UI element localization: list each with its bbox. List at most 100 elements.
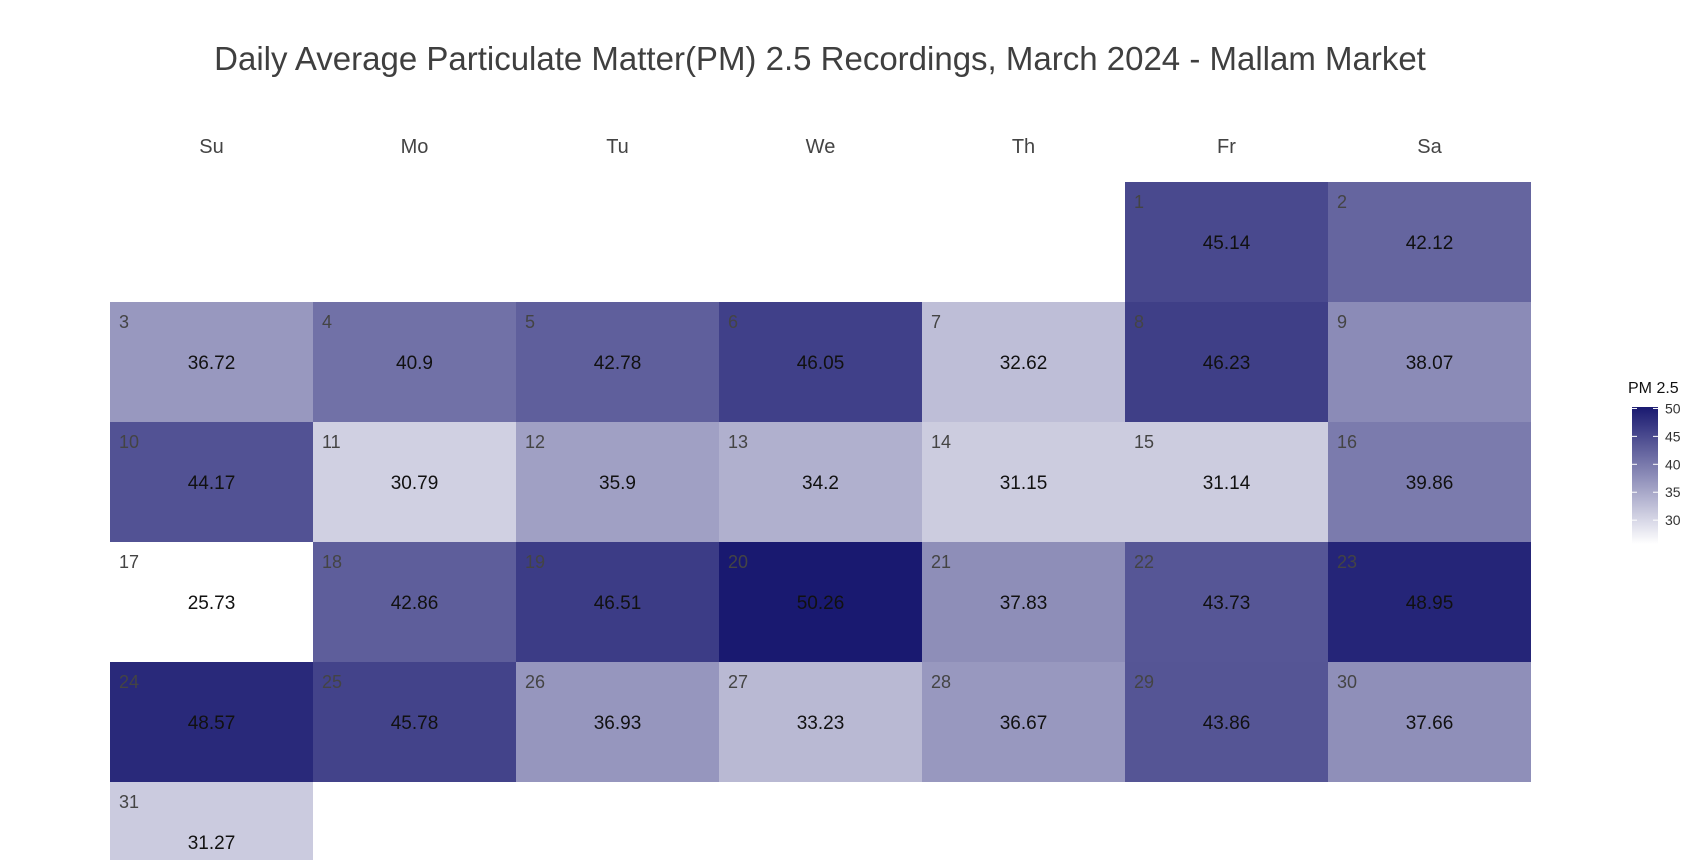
day-cell-fill [922,422,1125,542]
day-number: 12 [525,432,545,452]
day-cell-12: 12 35.9 [516,422,719,542]
day-cell-fill [110,422,313,542]
weekday-label-th: Th [1012,136,1035,158]
day-cell-5: 542.78 [516,302,719,422]
value-label: 46.51 [594,593,642,614]
day-cell-22: 22 43.73 [1125,542,1328,662]
day-number: 19 [525,552,545,572]
day-cell-7: 732.62 [922,302,1125,422]
day-number: 6 [728,312,738,332]
value-label: 31.27 [188,833,236,854]
day-cell-fill [516,422,719,542]
legend-title: PM 2.5 [1628,380,1679,397]
day-cell-17: 17 25.73 [110,542,313,662]
day-cell-fill [1125,302,1328,422]
weekday-label-sa: Sa [1417,136,1442,158]
day-cell-29: 29 43.86 [1125,662,1328,782]
day-cell-23: 23 48.95 [1328,542,1531,662]
day-cell-fill [516,662,719,782]
value-label: 42.12 [1406,233,1454,254]
value-label: 36.67 [1000,713,1048,734]
day-number: 2 [1337,192,1347,212]
day-cell-2: 242.12 [1328,182,1531,302]
day-cell-fill [1328,302,1531,422]
day-number: 17 [119,552,139,572]
day-number: 16 [1337,432,1357,452]
weekday-label-tu: Tu [606,136,629,158]
weekday-label-fr: Fr [1217,136,1236,158]
value-label: 34.2 [802,473,839,494]
day-cell-fill [313,302,516,422]
day-number: 30 [1337,672,1357,692]
day-cell-fill [110,542,313,662]
value-label: 42.86 [391,593,439,614]
day-cell-fill [1125,422,1328,542]
day-cell-27: 27 33.23 [719,662,922,782]
value-label: 46.05 [797,353,845,374]
value-label: 31.15 [1000,473,1048,494]
day-number: 18 [322,552,342,572]
day-number: 7 [931,312,941,332]
value-label: 48.57 [188,713,236,734]
value-label: 38.07 [1406,353,1454,374]
day-cell-3: 336.72 [110,302,313,422]
weekday-label-su: Su [199,136,223,158]
day-cell-fill [719,542,922,662]
value-label: 36.72 [188,353,236,374]
legend-tick-label: 30 [1665,512,1681,528]
value-label: 35.9 [599,473,636,494]
day-number: 11 [322,432,341,452]
day-cell-30: 30 37.66 [1328,662,1531,782]
day-cell-fill [1328,542,1531,662]
day-cell-fill [1125,182,1328,302]
value-label: 43.73 [1203,593,1251,614]
day-number: 4 [322,312,332,332]
day-cell-fill [516,302,719,422]
day-number: 26 [525,672,545,692]
chart-title: Daily Average Particulate Matter(PM) 2.5… [214,40,1426,77]
day-number: 15 [1134,432,1154,452]
value-label: 44.17 [188,473,236,494]
day-cell-fill [922,542,1125,662]
value-label: 33.23 [797,713,845,734]
value-label: 45.78 [391,713,439,734]
day-cell-28: 28 36.67 [922,662,1125,782]
day-cell-fill [1125,542,1328,662]
value-label: 46.23 [1203,353,1251,374]
day-cell-25: 25 45.78 [313,662,516,782]
day-cell-31: 31 31.27 [110,782,313,860]
day-cell-15: 15 31.14 [1125,422,1328,542]
day-cell-6: 646.05 [719,302,922,422]
value-label: 39.86 [1406,473,1454,494]
legend-tick-label: 35 [1665,484,1681,500]
day-cell-fill [1328,422,1531,542]
value-label: 42.78 [594,353,642,374]
value-label: 37.83 [1000,593,1048,614]
value-label: 40.9 [396,353,433,374]
day-cell-21: 21 37.83 [922,542,1125,662]
day-cells: 145.14242.12336.72440.9542.78646.05732.6… [110,182,1531,860]
legend-colorbar [1632,407,1658,544]
day-cell-10: 10 44.17 [110,422,313,542]
weekday-label-mo: Mo [401,136,429,158]
day-number: 23 [1337,552,1357,572]
day-cell-fill [313,662,516,782]
day-number: 8 [1134,312,1144,332]
day-cell-20: 20 50.26 [719,542,922,662]
legend-tick-label: 50 [1665,400,1681,416]
day-cell-fill [1328,182,1531,302]
day-cell-1: 145.14 [1125,182,1328,302]
day-cell-fill [922,662,1125,782]
value-label: 48.95 [1406,593,1454,614]
day-cell-8: 846.23 [1125,302,1328,422]
day-cell-13: 13 34.2 [719,422,922,542]
day-cell-fill [110,662,313,782]
value-label: 31.14 [1203,473,1251,494]
day-cell-fill [719,422,922,542]
value-label: 25.73 [188,593,236,614]
day-cell-fill [922,302,1125,422]
value-label: 30.79 [391,473,439,494]
value-label: 37.66 [1406,713,1454,734]
value-label: 45.14 [1203,233,1251,254]
day-cell-11: 11 30.79 [313,422,516,542]
